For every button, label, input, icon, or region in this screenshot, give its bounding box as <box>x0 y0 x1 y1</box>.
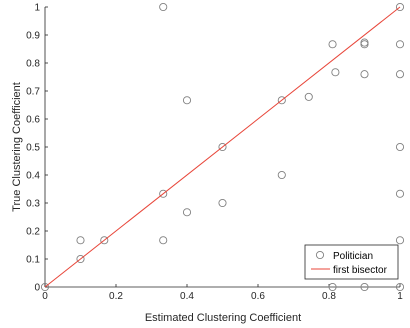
data-point <box>395 40 405 49</box>
data-point <box>395 142 405 152</box>
y-tick-label: 0.2 <box>26 227 40 238</box>
bisector-line <box>44 6 401 288</box>
legend-politician-label: Politician <box>333 251 373 262</box>
y-tick-label: 0.5 <box>26 143 40 154</box>
y-tick-label: 0.6 <box>26 115 40 126</box>
data-point <box>76 254 85 264</box>
x-tick-label: 1 <box>397 291 403 302</box>
data-point <box>331 68 340 77</box>
x-axis-label: Estimated Clustering Coefficient <box>145 312 301 324</box>
data-point <box>395 70 405 79</box>
legend-box <box>304 244 399 280</box>
legend-bisector-label: first bisector <box>333 265 388 276</box>
x-tick-label: 0.8 <box>322 291 336 302</box>
data-point <box>40 282 50 292</box>
data-point <box>395 236 405 245</box>
data-point <box>277 170 286 180</box>
data-point <box>76 236 85 245</box>
data-point <box>218 142 227 152</box>
data-point <box>395 282 405 292</box>
data-point <box>159 2 168 12</box>
y-tick-label: 0.3 <box>26 199 40 210</box>
data-point <box>360 38 369 47</box>
plot-area: 0 0.2 0.4 0.6 0.8 1 0 0.1 0.2 0.3 0.4 0.5 0.6 0.7 0.8 0… <box>26 2 405 302</box>
x-tick-label: 0.6 <box>251 291 265 302</box>
data-point <box>395 2 405 12</box>
legend-politician-marker <box>315 250 325 260</box>
x-tick-label: 0 <box>42 291 48 302</box>
data-point <box>360 282 369 292</box>
y-tick-label: 0 <box>34 283 40 294</box>
y-tick-label: 0.7 <box>26 87 40 98</box>
data-point <box>159 236 168 245</box>
y-tick-label: 0.4 <box>26 171 40 182</box>
data-point <box>328 282 337 292</box>
data-point <box>360 40 369 49</box>
data-point <box>159 189 168 198</box>
data-point <box>277 96 286 105</box>
y-axis-label: True Clustering Coefficient <box>11 82 23 212</box>
x-tick-label: 0.2 <box>109 291 123 302</box>
data-point <box>328 40 337 49</box>
y-tick-label: 0.8 <box>26 59 40 70</box>
y-tick-label: 0.1 <box>26 255 40 266</box>
data-point <box>218 198 227 208</box>
data-point <box>395 189 405 198</box>
data-point <box>182 96 192 105</box>
data-point <box>100 236 109 245</box>
data-point <box>360 70 369 79</box>
x-tick-label: 0.4 <box>180 291 194 302</box>
legend: Politician first bisector <box>304 244 399 280</box>
data-point <box>182 208 192 217</box>
y-tick-label: 1 <box>34 3 40 14</box>
y-tick-label: 0.9 <box>26 31 40 42</box>
data-point <box>304 92 313 101</box>
